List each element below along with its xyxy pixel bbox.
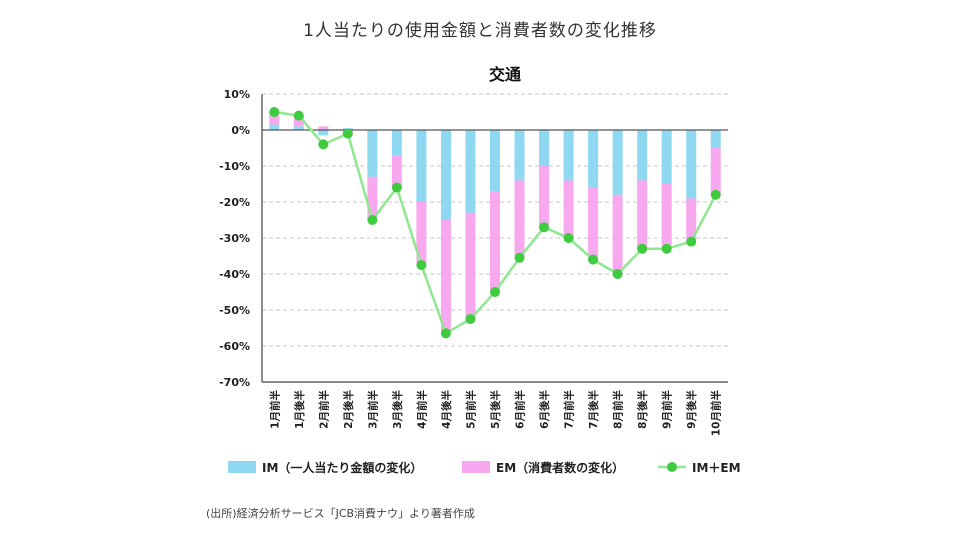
bar-em <box>686 198 697 242</box>
x-tick-label: 5月前半 <box>464 390 477 429</box>
x-tick-label: 6月後半 <box>538 390 551 429</box>
y-tick-label: 10% <box>224 88 250 101</box>
chart-title: 交通 <box>489 65 521 84</box>
bar-em <box>637 180 648 251</box>
axes <box>261 94 728 383</box>
x-tick-label: 4月後半 <box>440 390 453 429</box>
bar-em <box>612 194 623 274</box>
bar-em <box>710 148 721 195</box>
y-tick-label: -70% <box>219 376 250 389</box>
line-point <box>710 189 721 200</box>
legend-swatch-em <box>462 461 490 473</box>
legend-label-total: IM＋EM <box>692 461 741 475</box>
bar-im <box>637 130 648 181</box>
legend-marker-total <box>667 462 677 472</box>
legend: IM（一人当たり金額の変化） EM（消費者数の変化） IM＋EM <box>228 460 741 475</box>
bar-im <box>490 130 500 192</box>
line-point <box>661 243 672 254</box>
bar-im <box>588 130 599 188</box>
x-tick-label: 9月後半 <box>685 390 698 429</box>
bar-im <box>416 130 427 202</box>
bar-im <box>686 130 697 199</box>
source-note: (出所)経済分析サービス「JCB消費ナウ」より著者作成 <box>206 507 475 520</box>
bar-em <box>514 180 525 258</box>
bar-im <box>318 130 329 136</box>
x-tick-label: 2月前半 <box>317 390 330 429</box>
bar-im <box>293 126 304 130</box>
line-point <box>490 287 500 297</box>
line-point <box>367 215 378 225</box>
x-tick-label: 3月後半 <box>391 390 404 429</box>
line-point <box>342 128 353 139</box>
y-tick-label: -30% <box>219 232 250 245</box>
bar-em <box>661 184 672 249</box>
bar-im <box>539 130 550 166</box>
bar-im <box>367 130 378 177</box>
x-tick-label: 7月前半 <box>563 390 576 429</box>
line-point <box>539 222 550 233</box>
line-point <box>293 110 304 121</box>
line-point <box>391 182 402 193</box>
line-series <box>269 107 721 339</box>
bar-em <box>318 126 329 130</box>
bar-em <box>269 112 280 125</box>
bar-em <box>293 115 304 127</box>
line-point <box>637 243 648 254</box>
bar-im <box>514 130 525 181</box>
legend-label-im: IM（一人当たり金額の変化） <box>262 460 422 475</box>
line-point <box>465 314 476 324</box>
bar-em <box>490 191 500 292</box>
bar-em <box>539 166 550 228</box>
x-axis-ticks: 1月前半 1月後半 2月前半 2月後半 3月前半 3月後半 4月前半 4月後半 5月前半 5月後半… <box>268 390 722 437</box>
x-tick-label: 5月後半 <box>489 390 502 429</box>
bar-em <box>465 212 476 319</box>
bar-em <box>367 176 378 220</box>
bar-im <box>391 130 402 156</box>
line-point <box>440 328 451 339</box>
bar-im <box>563 130 574 181</box>
bar-em <box>440 220 451 334</box>
x-tick-label: 10月前半 <box>710 390 723 437</box>
bar-im <box>612 130 623 195</box>
line-point <box>269 107 280 117</box>
bar-em <box>588 187 599 260</box>
line-point <box>416 260 427 270</box>
x-tick-label: 6月前半 <box>514 390 527 429</box>
legend-swatch-im <box>228 461 256 473</box>
legend-label-em: EM（消費者数の変化） <box>496 460 624 475</box>
x-tick-label: 8月後半 <box>636 390 649 429</box>
x-tick-label: 4月前半 <box>415 390 428 429</box>
x-tick-label: 8月前半 <box>612 390 625 429</box>
x-tick-label: 1月後半 <box>293 390 306 429</box>
y-tick-label: 0% <box>231 124 250 137</box>
bars <box>269 112 721 334</box>
line-point <box>686 236 697 247</box>
y-tick-label: -40% <box>219 268 250 281</box>
y-tick-label: -20% <box>219 196 250 209</box>
bar-im <box>710 130 721 148</box>
line-point <box>318 139 329 150</box>
line-point <box>588 254 599 265</box>
x-tick-label: 1月前半 <box>268 390 281 429</box>
bar-em <box>563 180 574 238</box>
x-tick-label: 2月後半 <box>342 390 355 429</box>
x-tick-label: 9月前半 <box>661 390 674 429</box>
y-axis-ticks: 10% 0% -10% -20% -30% -40% -50% -60% -70% <box>219 88 250 389</box>
bar-im <box>440 130 451 220</box>
y-tick-label: -60% <box>219 340 250 353</box>
x-tick-label: 7月後半 <box>587 390 600 429</box>
y-tick-label: -50% <box>219 304 250 317</box>
page-title: 1人当たりの使用金額と消費者数の変化推移 <box>303 21 657 41</box>
line-point <box>563 233 574 243</box>
y-tick-label: -10% <box>219 160 250 173</box>
bar-im <box>269 124 280 130</box>
bar-em <box>416 202 427 265</box>
line-point <box>514 252 525 263</box>
bar-im <box>661 130 672 184</box>
x-tick-label: 3月前半 <box>366 390 379 429</box>
bar-im <box>465 130 476 213</box>
line-point <box>612 269 623 279</box>
bar-em <box>391 155 402 188</box>
